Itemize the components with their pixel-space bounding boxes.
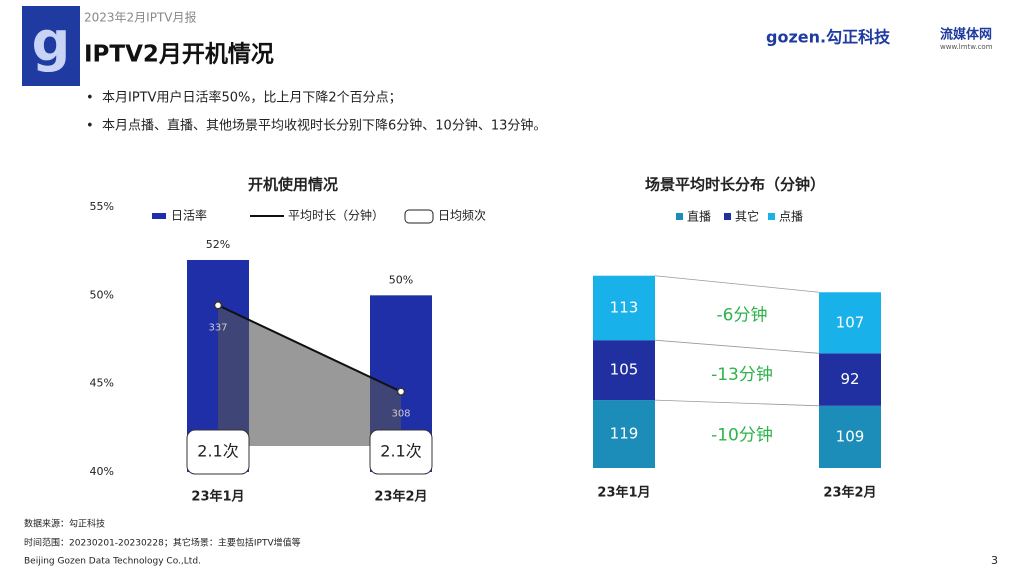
- segment-label: 109: [836, 427, 865, 445]
- logo-block: [22, 6, 80, 86]
- logo-gozen: gozen.勾正科技: [766, 28, 891, 47]
- footer-company: Beijing Gozen Data Technology Co.,Ltd.: [24, 557, 201, 567]
- line-value-label: 337: [208, 322, 227, 333]
- footer-range: 时间范围：20230201-20230228；其它场景：主要包括IPTV增值等: [24, 537, 301, 549]
- x-tick-label: 23年1月: [191, 489, 244, 505]
- y-tick-label: 40%: [90, 465, 114, 478]
- bullet-dot: •: [86, 119, 94, 134]
- segment-label: 113: [610, 298, 639, 316]
- legend-label: 其它: [735, 209, 759, 224]
- segment-label: 105: [610, 361, 639, 379]
- bar-segment: [593, 400, 655, 468]
- frequency-label: 2.1次: [380, 442, 421, 461]
- segment-label: 92: [840, 370, 859, 388]
- line-value-label: 308: [391, 409, 410, 420]
- segment-label: 119: [610, 425, 639, 443]
- legend-label: 日活率: [171, 208, 207, 223]
- bullet-dot: •: [86, 91, 94, 106]
- legend-label: 点播: [779, 210, 803, 224]
- connector: [654, 399, 820, 407]
- line-point: [396, 387, 406, 396]
- bullet: 本月IPTV用户日活率50%，比上月下降2个百分点；: [102, 90, 402, 106]
- bar-value-label: 52%: [206, 238, 230, 251]
- bar-segment: [593, 340, 655, 401]
- report-name: 2023年2月IPTV月报: [84, 10, 197, 25]
- change-annotation: -10分钟: [711, 425, 773, 445]
- bar-value-label: 50%: [389, 273, 413, 286]
- connector: [654, 275, 820, 293]
- legend-label: 直播: [687, 210, 711, 224]
- y-tick-label: 55%: [90, 200, 114, 213]
- connector: [654, 339, 820, 354]
- legend-label: 平均时长（分钟）: [288, 208, 384, 223]
- legend-swatch: [404, 209, 434, 224]
- bullet: 本月点播、直播、其他场景平均收视时长分别下降6分钟、10分钟、13分钟。: [102, 118, 546, 134]
- legend-swatch: [676, 213, 683, 220]
- line: [217, 304, 402, 393]
- x-tick-label: 23年2月: [823, 485, 876, 501]
- line-point: [213, 301, 223, 310]
- y-tick-label: 50%: [90, 288, 114, 301]
- change-annotation: -13分钟: [711, 365, 773, 385]
- x-tick-label: 23年2月: [374, 489, 427, 505]
- bar-segment: [593, 275, 655, 341]
- legend-label: 日均频次: [438, 209, 486, 223]
- chart-title: 开机使用情况: [248, 176, 338, 194]
- frequency-box: [186, 429, 250, 475]
- segment-label: 107: [836, 313, 865, 331]
- frequency-box: [369, 429, 433, 475]
- logo-url: www.lmtw.com: [940, 43, 993, 51]
- y-tick-label: 45%: [90, 377, 114, 390]
- frequency-label: 2.1次: [197, 442, 238, 461]
- legend-swatch: [768, 213, 775, 220]
- logo-letter: g: [32, 11, 71, 74]
- bar-segment: [819, 353, 881, 406]
- change-annotation: -6分钟: [717, 305, 768, 325]
- chart-title: 场景平均时长分布（分钟）: [645, 176, 825, 194]
- bar-segment: [819, 292, 881, 354]
- x-tick-label: 23年1月: [597, 485, 650, 501]
- footer-source: 数据来源：勾正科技: [24, 518, 105, 530]
- logo-lmtw: 流媒体网: [940, 27, 992, 43]
- legend-swatch: [724, 213, 731, 220]
- page-number: 3: [991, 554, 998, 567]
- legend-swatch: [152, 213, 166, 219]
- page-title: IPTV2月开机情况: [84, 42, 274, 68]
- line-area: [218, 305, 401, 446]
- bar-segment: [819, 405, 881, 468]
